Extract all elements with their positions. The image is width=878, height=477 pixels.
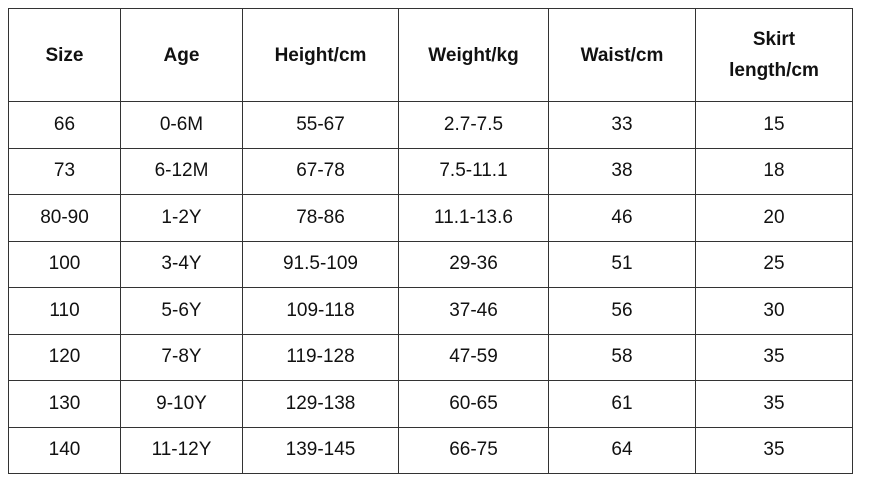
table-cell: 119-128 bbox=[242, 333, 399, 381]
table-cell: 3-4Y bbox=[120, 240, 243, 288]
table-cell: 61 bbox=[548, 380, 696, 428]
table-cell: 110 bbox=[8, 287, 121, 335]
table-cell: 25 bbox=[695, 240, 853, 288]
table-row: 73 6-12M 67-78 7.5-11.1 38 18 bbox=[8, 147, 853, 195]
table-cell: 35 bbox=[695, 333, 853, 381]
table-cell: 5-6Y bbox=[120, 287, 243, 335]
table-cell: 29-36 bbox=[398, 240, 549, 288]
table-cell: 56 bbox=[548, 287, 696, 335]
table-cell: 11-12Y bbox=[120, 426, 243, 474]
table-cell: 64 bbox=[548, 426, 696, 474]
table-cell: 7-8Y bbox=[120, 333, 243, 381]
table-cell: 2.7-7.5 bbox=[398, 101, 549, 149]
table-cell: 109-118 bbox=[242, 287, 399, 335]
table-body: 66 0-6M 55-67 2.7-7.5 33 15 73 6-12M 67-78 7.5-11… bbox=[8, 101, 853, 474]
table-cell: 1-2Y bbox=[120, 194, 243, 242]
header-cell: Age bbox=[120, 8, 243, 102]
header-cell: Waist/cm bbox=[548, 8, 696, 102]
table-cell: 7.5-11.1 bbox=[398, 147, 549, 195]
table-cell: 9-10Y bbox=[120, 380, 243, 428]
header-cell: Skirt length/cm bbox=[695, 8, 853, 102]
header-text: Waist/cm bbox=[580, 44, 664, 66]
table-cell: 47-59 bbox=[398, 333, 549, 381]
table-cell: 130 bbox=[8, 380, 121, 428]
table-cell: 35 bbox=[695, 380, 853, 428]
table-cell: 100 bbox=[8, 240, 121, 288]
table-row: 140 11-12Y 139-145 66-75 64 35 bbox=[8, 426, 853, 474]
table-row: 66 0-6M 55-67 2.7-7.5 33 15 bbox=[8, 101, 853, 149]
table-cell: 58 bbox=[548, 333, 696, 381]
header-text: Weight/kg bbox=[428, 44, 519, 66]
size-table: Size Age Height/cm Weight/kg Waist/cm Skirt l… bbox=[8, 8, 853, 474]
table-cell: 129-138 bbox=[242, 380, 399, 428]
table-cell: 20 bbox=[695, 194, 853, 242]
table-cell: 139-145 bbox=[242, 426, 399, 474]
table-row: 130 9-10Y 129-138 60-65 61 35 bbox=[8, 380, 853, 428]
table-cell: 66-75 bbox=[398, 426, 549, 474]
table-cell: 60-65 bbox=[398, 380, 549, 428]
table-cell: 73 bbox=[8, 147, 121, 195]
table-cell: 38 bbox=[548, 147, 696, 195]
table-cell: 55-67 bbox=[242, 101, 399, 149]
table-cell: 91.5-109 bbox=[242, 240, 399, 288]
header-text: Height/cm bbox=[274, 44, 367, 66]
table-cell: 120 bbox=[8, 333, 121, 381]
table-row: 100 3-4Y 91.5-109 29-36 51 25 bbox=[8, 240, 853, 288]
header-cell: Height/cm bbox=[242, 8, 399, 102]
table-row: 120 7-8Y 119-128 47-59 58 35 bbox=[8, 333, 853, 381]
header-text: Age bbox=[163, 44, 200, 66]
table-cell: 18 bbox=[695, 147, 853, 195]
header-text: Size bbox=[45, 44, 84, 66]
table-cell: 0-6M bbox=[120, 101, 243, 149]
table-cell: 80-90 bbox=[8, 194, 121, 242]
table-cell: 66 bbox=[8, 101, 121, 149]
table-cell: 140 bbox=[8, 426, 121, 474]
header-cell: Size bbox=[8, 8, 121, 102]
table-cell: 11.1-13.6 bbox=[398, 194, 549, 242]
table-cell: 37-46 bbox=[398, 287, 549, 335]
table-cell: 51 bbox=[548, 240, 696, 288]
header-cell: Weight/kg bbox=[398, 8, 549, 102]
table-cell: 67-78 bbox=[242, 147, 399, 195]
table-cell: 30 bbox=[695, 287, 853, 335]
table-cell: 15 bbox=[695, 101, 853, 149]
table-cell: 46 bbox=[548, 194, 696, 242]
table-cell: 33 bbox=[548, 101, 696, 149]
table-row: 80-90 1-2Y 78-86 11.1-13.6 46 20 bbox=[8, 194, 853, 242]
table-cell: 35 bbox=[695, 426, 853, 474]
table-cell: 6-12M bbox=[120, 147, 243, 195]
table-cell: 78-86 bbox=[242, 194, 399, 242]
header-row: Size Age Height/cm Weight/kg Waist/cm Skirt l… bbox=[8, 8, 853, 102]
header-text: Skirt length/cm bbox=[729, 29, 819, 81]
table-row: 110 5-6Y 109-118 37-46 56 30 bbox=[8, 287, 853, 335]
